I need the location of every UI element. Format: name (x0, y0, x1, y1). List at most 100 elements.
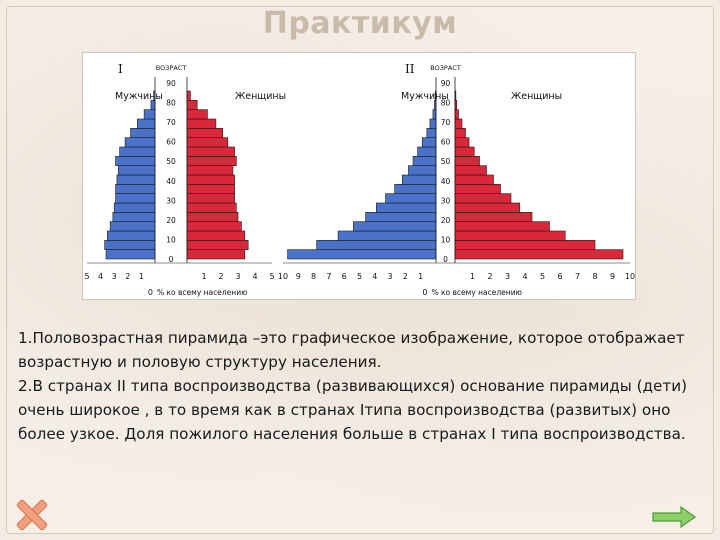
age-tick-label: 60 (166, 138, 176, 147)
male-x-tick-label: 10 (278, 272, 288, 281)
female-x-tick-label: 6 (557, 272, 562, 281)
pyramid-charts-panel: I ВОЗРАСТ Мужчины Женщины 90 80 70 60 50 40 30 20 10… (82, 52, 636, 300)
female-bar (186, 184, 235, 194)
female-bar (454, 137, 470, 148)
female-bar (186, 212, 239, 222)
female-bar (186, 202, 237, 213)
female-bar (454, 193, 512, 204)
age-tick-label: 70 (166, 118, 176, 127)
age-tick-label: 10 (166, 235, 176, 244)
explanation-text: 1.Половозрастная пирамида –это графическ… (18, 326, 698, 446)
male-bar (115, 193, 156, 204)
female-legend-label: Женщины (511, 91, 562, 102)
male-bar (113, 202, 156, 213)
pyramid-roman-label: II (405, 62, 415, 76)
female-bar (186, 156, 237, 166)
male-x-tick-label: 9 (296, 272, 301, 281)
male-bar (150, 100, 156, 110)
female-bar (186, 90, 191, 101)
female-bar (186, 174, 235, 185)
male-bar (316, 240, 437, 250)
age-tick-label: 30 (166, 196, 176, 205)
male-bar (105, 249, 156, 260)
female-bar (454, 165, 487, 176)
male-bar (137, 118, 156, 129)
male-bar (130, 128, 156, 138)
age-axis-title: ВОЗРАСТ (156, 64, 187, 72)
male-x-tick-label: 1 (139, 272, 144, 281)
female-bar (186, 240, 249, 250)
female-x-tick-label: 1 (470, 272, 475, 281)
female-legend-label: Женщины (235, 91, 286, 102)
female-x-tick-label: 4 (252, 272, 257, 281)
male-x-tick-label: 2 (125, 272, 130, 281)
age-tick-label: 40 (441, 177, 451, 186)
male-x-tick-label: 1 (418, 272, 423, 281)
male-x-tick-label: 8 (311, 272, 316, 281)
female-bar (186, 100, 198, 110)
male-x-tick-label: 5 (357, 272, 362, 281)
female-bar (454, 230, 566, 241)
female-bar (186, 249, 246, 260)
female-bar (454, 221, 550, 232)
male-bar (107, 230, 156, 241)
male-x-tick-label: 4 (98, 272, 103, 281)
male-bar (412, 156, 437, 166)
age-tick-label: 50 (441, 157, 451, 166)
male-bar (117, 165, 156, 176)
female-x-tick-label: 3 (235, 272, 240, 281)
female-bar (454, 249, 624, 260)
male-bar (353, 221, 437, 232)
paragraph-2: 2.В странах II типа воспроизводства (раз… (18, 377, 688, 443)
x-axis-label-prefix: 0 (148, 288, 153, 297)
female-x-tick-label: 7 (575, 272, 580, 281)
female-bar (186, 109, 208, 120)
female-bar (454, 109, 459, 120)
female-bar (454, 146, 475, 157)
age-tick-label: 40 (166, 177, 176, 186)
female-bar (186, 146, 235, 157)
age-tick-label: 20 (166, 216, 176, 225)
male-legend-label: Мужчины (401, 91, 449, 102)
pyramid-roman-label: I (118, 62, 123, 76)
female-bar (454, 184, 501, 194)
female-bar (454, 212, 533, 222)
male-bar (112, 212, 156, 222)
male-bar (417, 146, 437, 157)
female-x-tick-label: 9 (610, 272, 615, 281)
male-bar (115, 156, 156, 166)
female-x-tick-label: 10 (625, 272, 635, 281)
male-bar (116, 174, 156, 185)
age-tick-label: 10 (441, 235, 451, 244)
slide-title: Практикум (262, 6, 458, 41)
x-axis-label: % ко всему населению (157, 288, 247, 297)
female-bar (454, 128, 466, 138)
male-legend-label: Мужчины (115, 91, 163, 102)
female-x-tick-label: 2 (218, 272, 223, 281)
female-x-tick-label: 4 (522, 272, 527, 281)
female-bar (186, 128, 224, 138)
male-bar (402, 174, 437, 185)
female-x-tick-label: 5 (540, 272, 545, 281)
male-x-tick-label: 7 (326, 272, 331, 281)
age-tick-label: 30 (441, 196, 451, 205)
female-bar (186, 118, 217, 129)
male-bar (287, 249, 437, 260)
female-bar (186, 221, 242, 232)
male-x-tick-label: 3 (388, 272, 393, 281)
female-bar (186, 137, 229, 148)
age-tick-label: 90 (441, 79, 451, 88)
x-axis-label: % ко всему населению (432, 288, 522, 297)
male-bar (385, 193, 437, 204)
male-bar (143, 109, 156, 120)
close-button[interactable] (12, 496, 52, 534)
male-bar (426, 128, 437, 138)
age-tick-label: 70 (441, 118, 451, 127)
female-bar (454, 156, 480, 166)
female-bar (454, 240, 596, 250)
next-slide-button[interactable] (651, 505, 697, 529)
female-x-tick-label: 3 (505, 272, 510, 281)
male-bar (109, 221, 156, 232)
male-bar (429, 118, 437, 129)
